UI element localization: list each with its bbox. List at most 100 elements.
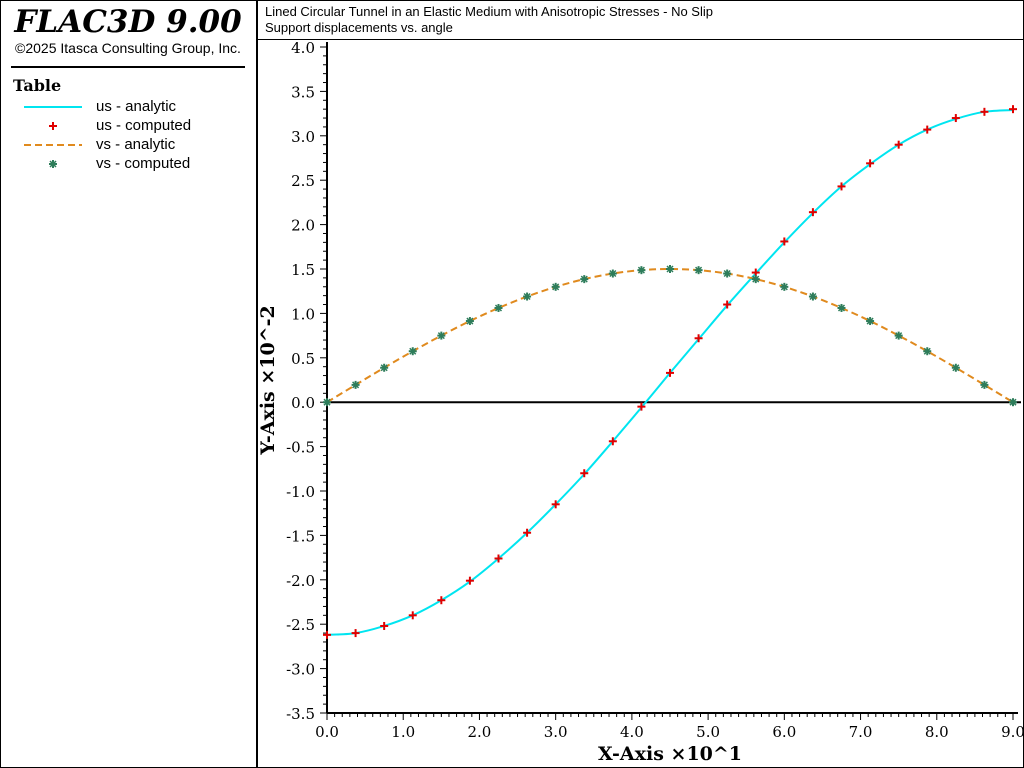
data-point-vs-computed: [1009, 398, 1017, 407]
legend-star-marker-icon: [49, 160, 57, 168]
y-axis-label: Y-Axis ×10^-2: [257, 305, 279, 456]
app-title: FLAC3D 9.00: [14, 4, 242, 40]
x-tick-label: 3.0: [544, 723, 568, 741]
legend-label: us - analytic: [96, 98, 177, 115]
data-point-vs-computed: [608, 269, 617, 278]
series-line-vs-analytic: [326, 267, 1014, 404]
legend-dashed-swatch-icon: [24, 144, 82, 146]
y-tick-label: 3.5: [291, 83, 315, 101]
marker-stroke: [437, 332, 445, 340]
legend-item-us-analytic: us - analytic: [18, 98, 248, 117]
data-point-vs-computed: [808, 292, 817, 301]
data-point-vs-computed: [951, 363, 960, 372]
marker-stroke: [494, 304, 503, 312]
plot-title-separator: [258, 39, 1024, 40]
data-point-us-computed: [408, 611, 417, 620]
data-point-vs-computed: [551, 282, 560, 291]
data-point-us-computed: [637, 402, 646, 411]
x-tick-label: 5.0: [696, 723, 720, 741]
marker-stroke: [895, 332, 903, 340]
marker-stroke: [923, 347, 931, 355]
marker-stroke: [609, 269, 617, 278]
marker-stroke: [866, 317, 874, 325]
copyright-text: ©2025 Itasca Consulting Group, Inc.: [15, 40, 241, 56]
sidebar-divider: [11, 66, 245, 68]
x-tick-label: 4.0: [620, 723, 644, 741]
marker-stroke: [552, 283, 560, 291]
x-tick-label: 0.0: [315, 723, 339, 741]
x-tick-label: 1.0: [391, 723, 415, 741]
x-tick-label: 9.0: [1001, 723, 1024, 741]
data-point-us-computed: [923, 125, 932, 134]
data-point-us-computed: [551, 500, 560, 509]
marker-stroke: [952, 364, 960, 372]
data-point-vs-computed: [437, 331, 446, 340]
data-point-vs-computed: [408, 347, 417, 356]
data-point-vs-computed: [866, 317, 875, 326]
data-point-vs-computed: [580, 275, 589, 284]
legend-plus-marker-icon: [49, 122, 57, 130]
marker-stroke: [637, 266, 645, 274]
data-point-vs-computed: [837, 303, 846, 312]
data-point-vs-computed: [751, 275, 760, 284]
y-tick-label: -3.5: [286, 705, 315, 723]
data-point-vs-computed: [637, 266, 646, 275]
marker-stroke: [409, 347, 417, 355]
data-point-us-computed: [694, 334, 703, 343]
data-point-us-computed: [980, 107, 989, 116]
y-tick-label: -3.0: [286, 661, 315, 679]
marker-stroke: [466, 317, 474, 325]
marker-stroke: [980, 381, 988, 389]
marker-stroke: [837, 304, 846, 312]
y-tick-label: 2.0: [291, 217, 315, 235]
y-tick-label: -1.0: [286, 483, 315, 501]
data-point-us-computed: [351, 629, 360, 638]
data-point-vs-computed: [980, 380, 989, 389]
plot-title-line2: Support displacements vs. angle: [265, 20, 453, 35]
panel-divider: [256, 0, 258, 768]
x-tick-label: 8.0: [925, 723, 949, 741]
data-point-us-computed: [723, 300, 732, 309]
data-point-us-computed: [380, 621, 389, 630]
data-point-vs-computed: [923, 347, 932, 356]
data-point-us-computed: [608, 437, 617, 446]
marker-stroke: [809, 292, 817, 301]
data-point-vs-computed: [465, 317, 474, 326]
data-point-vs-computed: [723, 269, 732, 278]
y-tick-label: 4.0: [291, 39, 315, 57]
x-tick-label: 6.0: [772, 723, 796, 741]
data-point-us-computed: [465, 576, 474, 585]
marker-stroke: [723, 269, 731, 278]
legend-item-us-computed: us - computed: [18, 117, 248, 136]
legend-label: us - computed: [96, 117, 192, 134]
y-tick-label: 2.5: [291, 172, 315, 190]
plot-title: Lined Circular Tunnel in an Elastic Medi…: [265, 4, 713, 36]
marker-stroke: [380, 364, 388, 372]
marker-stroke: [780, 283, 788, 291]
marker-stroke: [752, 275, 760, 283]
data-point-vs-computed: [523, 292, 532, 301]
y-tick-label: -2.5: [286, 616, 315, 634]
data-point-us-computed: [494, 554, 503, 563]
data-point-vs-computed: [694, 266, 703, 275]
data-point-us-computed: [894, 140, 903, 149]
data-point-vs-computed: [380, 363, 389, 372]
marker-stroke: [352, 381, 360, 389]
x-axis-label: X-Axis ×10^1: [598, 743, 742, 765]
data-point-us-computed: [523, 528, 532, 537]
legend-label: vs - computed: [96, 155, 191, 172]
data-point-us-computed: [666, 368, 674, 377]
data-point-us-computed: [866, 159, 875, 168]
y-tick-label: -0.5: [286, 439, 315, 457]
data-point-vs-computed: [780, 282, 789, 291]
data-point-vs-computed: [494, 303, 503, 312]
marker-stroke: [666, 265, 674, 273]
data-point-us-computed: [1009, 105, 1017, 114]
legend-heading: Table: [13, 76, 62, 95]
legend-label: vs - analytic: [96, 136, 176, 153]
data-point-us-computed: [837, 182, 846, 191]
x-tick-label: 7.0: [849, 723, 873, 741]
y-tick-label: 1.0: [291, 305, 315, 323]
marker-stroke: [523, 292, 531, 301]
